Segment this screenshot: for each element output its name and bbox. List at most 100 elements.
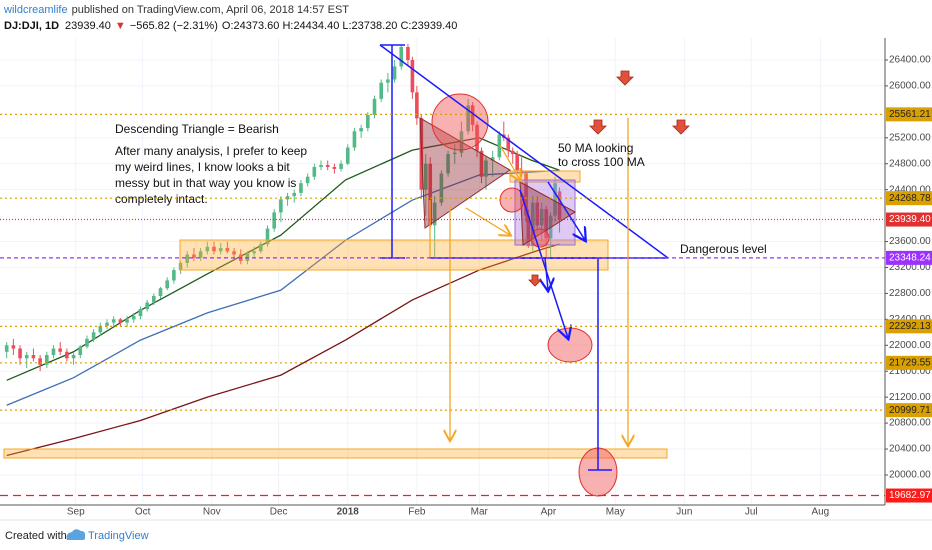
candle-body (339, 163, 343, 169)
candle-body (359, 128, 363, 132)
footer-brand: TradingView (88, 530, 149, 542)
y-tick-label: 24400.00 (889, 184, 931, 195)
y-tick-label: 24800.00 (889, 158, 931, 169)
direction: ▼ (115, 20, 126, 32)
candle-body (410, 59, 415, 93)
y-tick-label: 26000.00 (889, 81, 931, 92)
candle-body (78, 346, 83, 356)
candle-body (553, 183, 557, 216)
x-tick-label: Feb (408, 507, 426, 518)
down-arrows (528, 70, 690, 287)
candle-body (319, 165, 323, 167)
candle-body (406, 47, 410, 60)
candle-body (212, 246, 216, 252)
level-label-bg (886, 212, 932, 227)
x-tick-label: May (606, 507, 625, 518)
level-label: 25561.21 (889, 109, 931, 120)
annotation-note: messy but in that way you know is (115, 176, 296, 190)
candle-body (165, 280, 169, 289)
candle-body (85, 338, 89, 347)
candle-body (172, 270, 176, 281)
candle-body (205, 246, 210, 252)
candle-body (446, 154, 450, 174)
candle-body (131, 316, 136, 320)
level-label-bg (886, 107, 932, 122)
y-tick-label: 26400.00 (889, 55, 931, 66)
candle-body (379, 82, 383, 99)
candle-body (178, 262, 183, 271)
footer-created: Created with (5, 530, 67, 542)
candle-body (18, 348, 22, 359)
candle-body (152, 296, 156, 303)
circle (431, 93, 489, 151)
y-tick-label: 20800.00 (889, 418, 931, 429)
level-label: 22292.13 (889, 321, 931, 332)
candle-body (539, 209, 544, 226)
circle (530, 228, 550, 248)
candle-body (285, 196, 290, 200)
author: wildcreamlife (3, 4, 68, 16)
level-label: 19682.97 (889, 490, 931, 501)
candle-body (526, 215, 531, 247)
symbol-line: DJ:DJI, 1D 23939.40 ▼ −565.82 (−2.31%) O:243… (4, 20, 457, 32)
candle-body (470, 105, 475, 125)
candle-body (544, 209, 548, 239)
plot-base (0, 38, 885, 505)
candle-body (91, 332, 96, 339)
candle-body (312, 166, 317, 177)
candle-body (366, 115, 370, 129)
candle-body (218, 248, 223, 252)
y-tick-label: 20000.00 (889, 470, 931, 481)
level-label-bg (886, 403, 932, 418)
level-label-bg (886, 250, 932, 265)
candle-body (479, 150, 484, 177)
candle-body (392, 66, 397, 80)
ma-note: to cross 100 MA (558, 155, 645, 169)
candle-body (466, 105, 470, 132)
candle-body (325, 165, 330, 167)
candle-body (292, 192, 297, 197)
ma-line (6, 137, 560, 381)
level-label-bg (886, 191, 932, 206)
x-tick-label: Jun (676, 507, 692, 518)
price: 23939.40 (65, 20, 111, 32)
candle-body (65, 351, 69, 359)
x-tick-label: Sep (67, 507, 85, 518)
y-tick-label: 22800.00 (889, 288, 931, 299)
annotation-note: my weird lines, I know looks a bit (115, 160, 290, 174)
y-tick-label: 21600.00 (889, 366, 931, 377)
candle-body (245, 253, 250, 261)
y-tick-label: 21200.00 (889, 392, 931, 403)
ma-line (6, 243, 560, 457)
candle-body (372, 98, 377, 116)
candle-body (415, 92, 419, 119)
x-tick-label: Nov (203, 507, 221, 518)
drawings: Descending Triangle = Bearish After many… (3, 44, 767, 497)
candle-body (557, 191, 562, 220)
candle-body (265, 228, 270, 245)
change: −565.82 (−2.31%) (130, 20, 218, 32)
candle-body (386, 79, 390, 83)
candle-body (24, 355, 29, 359)
level-label: 21729.55 (889, 357, 931, 368)
candle-body (4, 345, 9, 352)
candle-body (423, 163, 428, 190)
candle-body (345, 147, 350, 164)
y-tick-label: 23600.00 (889, 236, 931, 247)
candle-body (105, 322, 109, 326)
candle-body (299, 183, 303, 193)
candle-body (279, 199, 283, 213)
annotation-note: After many analysis, I prefer to keep (115, 144, 307, 158)
candle-body (158, 288, 163, 297)
candle-body (428, 163, 433, 226)
level-label-bg (886, 319, 932, 334)
candle-body (524, 173, 528, 216)
candle-body (352, 131, 357, 148)
target-zone (3, 448, 668, 459)
y-tick-label: 20400.00 (889, 444, 931, 455)
candle-body (399, 47, 404, 67)
x-tick-label: Aug (811, 507, 829, 518)
level-label: 23939.40 (889, 214, 931, 225)
circle (547, 327, 593, 363)
candle-body (225, 248, 230, 252)
